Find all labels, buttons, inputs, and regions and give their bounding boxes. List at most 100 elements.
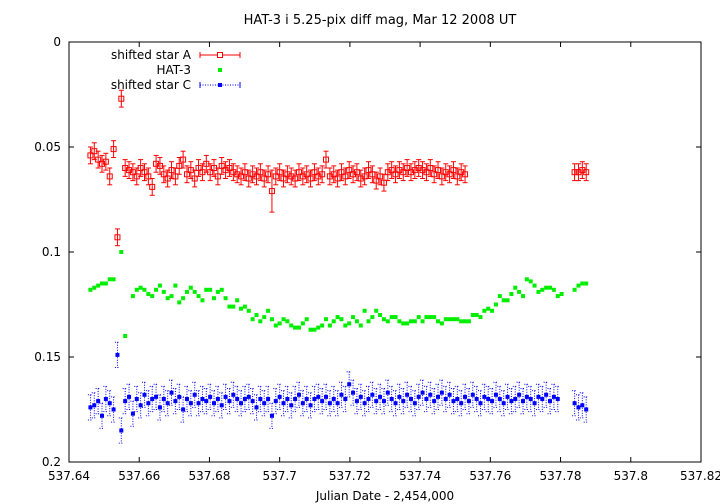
data-point (115, 352, 120, 357)
data-point (223, 296, 228, 301)
data-point (157, 405, 162, 410)
data-point (316, 325, 321, 330)
data-point (300, 321, 305, 326)
legend-marker (218, 68, 222, 72)
data-point (331, 397, 336, 401)
data-point (204, 287, 209, 292)
data-point (246, 394, 251, 399)
data-point (428, 315, 433, 320)
data-point (351, 390, 356, 395)
data-point (320, 323, 325, 328)
data-point (134, 287, 139, 292)
data-point (374, 308, 379, 313)
data-point (405, 321, 410, 326)
data-point (118, 95, 125, 102)
data-point (374, 399, 379, 404)
data-point (219, 403, 224, 408)
data-point (238, 173, 245, 180)
data-point (212, 296, 217, 301)
data-point (181, 407, 186, 412)
data-point (316, 394, 321, 399)
data-point (102, 158, 109, 165)
data-point (474, 313, 479, 317)
x-tick-label: 537.8 (614, 469, 648, 483)
data-point (423, 169, 430, 176)
data-point (397, 394, 402, 399)
data-point (130, 294, 135, 299)
data-point (572, 287, 577, 292)
data-point (405, 392, 410, 397)
data-point (176, 162, 183, 169)
data-point (88, 287, 93, 292)
data-point (377, 173, 384, 180)
x-tick-label: 537.78 (540, 469, 582, 483)
data-point (505, 394, 510, 399)
data-point (107, 277, 112, 282)
data-point (246, 308, 251, 313)
data-point (439, 390, 444, 395)
legend-marker (217, 52, 223, 58)
data-point (505, 298, 510, 303)
data-point (524, 277, 529, 282)
data-point (572, 401, 577, 406)
data-point (92, 403, 97, 408)
data-point (103, 397, 108, 401)
data-point (401, 321, 406, 326)
data-point (266, 397, 271, 401)
data-point (130, 411, 135, 416)
data-point (401, 399, 406, 404)
data-point (169, 390, 174, 395)
data-point (241, 169, 248, 176)
data-point (378, 394, 383, 399)
data-point (490, 399, 495, 404)
data-point (555, 397, 560, 401)
data-point (123, 399, 128, 404)
data-point (583, 169, 590, 176)
data-point (254, 405, 259, 410)
data-point (338, 169, 345, 176)
data-point (497, 397, 502, 401)
data-point (431, 171, 438, 178)
data-point (358, 323, 363, 328)
data-point (513, 285, 518, 290)
x-tick-label: 537.74 (399, 469, 441, 483)
data-point (369, 171, 376, 178)
data-point (470, 392, 475, 397)
data-point (277, 321, 282, 326)
data-point (177, 394, 182, 399)
data-point (454, 173, 461, 180)
data-point (137, 165, 144, 171)
data-point (432, 315, 437, 320)
data-point (269, 317, 274, 322)
data-point (146, 292, 151, 296)
data-point (327, 323, 332, 328)
data-point (436, 394, 441, 399)
data-point (277, 394, 282, 399)
data-point (296, 325, 301, 330)
data-point (443, 317, 448, 322)
data-point (347, 382, 352, 387)
data-point (111, 407, 116, 412)
data-point (266, 308, 271, 313)
data-point (501, 298, 506, 303)
data-point (289, 403, 294, 408)
data-point (493, 392, 498, 397)
legend-label: shifted star C (111, 78, 191, 92)
data-point (95, 156, 102, 163)
data-point (195, 165, 202, 171)
data-point (400, 169, 407, 176)
data-point (245, 175, 252, 182)
data-point (226, 165, 233, 171)
data-point (544, 392, 549, 397)
data-point (455, 317, 460, 322)
data-point (168, 167, 175, 174)
data-point (524, 394, 529, 399)
data-point (273, 323, 278, 328)
data-point (312, 397, 317, 401)
data-point (165, 401, 170, 406)
data-point (123, 334, 128, 338)
data-point (513, 397, 518, 401)
data-point (149, 183, 156, 190)
data-point (446, 171, 453, 178)
